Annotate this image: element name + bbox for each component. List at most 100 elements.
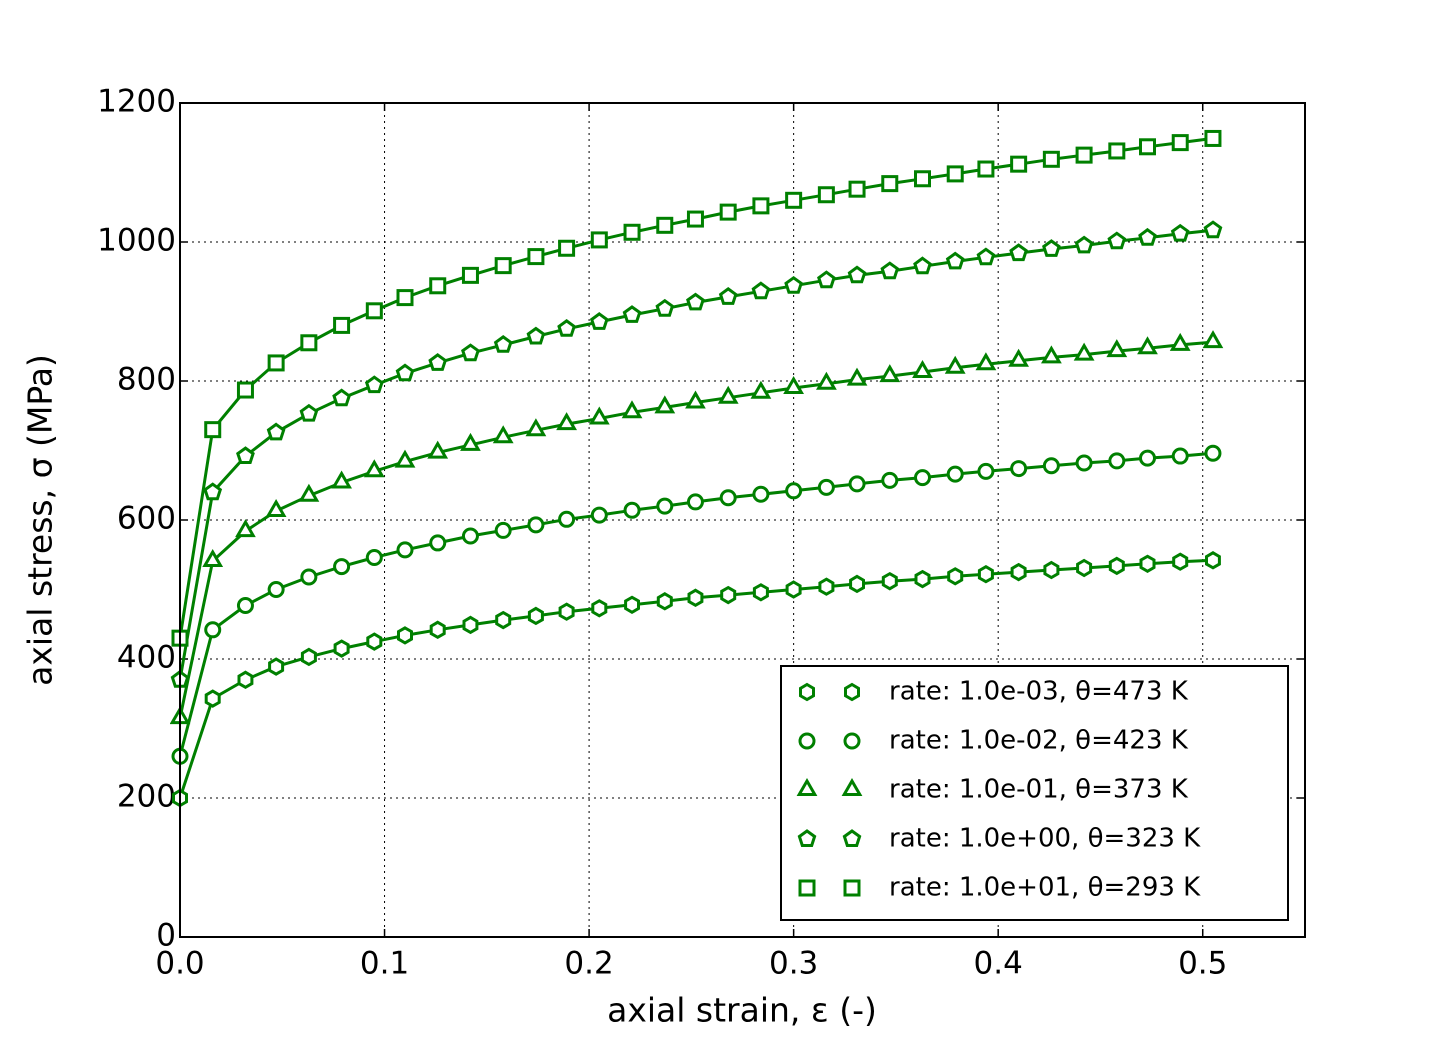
marker: [558, 239, 576, 257]
marker: [429, 277, 447, 295]
plot-frame: [179, 102, 1306, 938]
marker: [1204, 444, 1222, 462]
marker: [1171, 447, 1189, 465]
marker: [1106, 339, 1128, 358]
legend: rate: 1.0e-03, θ=473 K rate: 1.0e-02, θ=4…: [780, 665, 1289, 921]
marker: [332, 388, 351, 407]
marker: [1138, 227, 1157, 246]
marker: [395, 363, 415, 382]
marker: [848, 180, 866, 198]
marker: [429, 620, 446, 640]
marker: [429, 534, 447, 552]
marker: [1076, 558, 1093, 578]
marker: [1205, 551, 1221, 570]
marker: [333, 558, 351, 576]
marker: [785, 580, 802, 599]
marker: [527, 248, 545, 266]
marker: [495, 610, 512, 630]
marker: [686, 210, 704, 228]
marker: [461, 343, 480, 362]
marker: [588, 406, 610, 425]
marker: [655, 298, 675, 317]
marker: [333, 316, 351, 334]
marker: [396, 541, 414, 559]
marker: [623, 223, 641, 241]
marker: [946, 465, 964, 483]
y-tick-label: 1200: [97, 84, 176, 120]
marker: [750, 380, 772, 399]
marker: [624, 595, 640, 615]
marker: [1108, 142, 1126, 160]
marker: [752, 583, 769, 602]
marker: [527, 516, 545, 534]
marker: [975, 352, 997, 371]
marker: [427, 440, 449, 459]
marker: [717, 385, 739, 404]
marker: [719, 203, 737, 221]
marker: [977, 564, 994, 584]
marker: [656, 216, 674, 234]
legend-label: rate: 1.0e+01, θ=293 K: [889, 873, 1201, 903]
marker: [798, 732, 816, 750]
marker: [204, 421, 222, 439]
marker: [1202, 330, 1224, 349]
x-tick-label: 0.1: [360, 946, 409, 982]
plot-layer: [170, 129, 1224, 808]
marker: [300, 647, 317, 667]
marker: [1075, 454, 1093, 472]
x-tick-label: 0.2: [564, 946, 613, 982]
marker: [816, 371, 837, 390]
marker: [1171, 134, 1189, 152]
marker: [977, 462, 995, 480]
marker: [685, 390, 706, 409]
marker: [267, 354, 285, 372]
marker: [1172, 552, 1189, 571]
marker: [589, 312, 609, 330]
x-tick-label: 0.0: [155, 946, 204, 982]
marker: [945, 251, 965, 270]
marker: [493, 335, 513, 353]
marker: [300, 334, 318, 352]
marker: [842, 829, 862, 847]
marker: [798, 879, 816, 897]
marker: [976, 247, 996, 266]
marker: [394, 449, 416, 468]
marker: [621, 400, 643, 419]
marker: [265, 499, 287, 517]
marker: [461, 266, 479, 284]
marker: [1108, 556, 1125, 576]
y-tick-label: 1000: [97, 223, 176, 259]
marker: [1107, 231, 1127, 250]
marker: [492, 425, 514, 444]
marker: [558, 510, 576, 528]
marker: [844, 682, 860, 702]
marker: [268, 657, 285, 676]
marker: [1139, 449, 1156, 467]
marker: [333, 639, 350, 658]
y-axis-label: axial stress, σ (MPa): [21, 354, 60, 686]
marker: [946, 165, 964, 183]
marker: [881, 175, 899, 193]
marker: [558, 602, 575, 621]
marker: [913, 256, 932, 275]
marker: [799, 682, 815, 702]
marker: [912, 360, 933, 378]
marker: [796, 778, 818, 796]
marker: [1010, 562, 1027, 582]
marker: [202, 549, 224, 567]
y-tick-label: 200: [117, 779, 176, 815]
marker: [461, 527, 479, 545]
marker: [849, 574, 865, 594]
marker: [843, 879, 861, 897]
marker: [1169, 332, 1191, 351]
marker: [914, 569, 931, 589]
marker: [881, 571, 898, 591]
marker: [880, 261, 900, 280]
marker: [977, 160, 995, 178]
marker: [686, 493, 704, 511]
marker: [654, 395, 676, 414]
marker: [622, 305, 642, 323]
marker: [396, 289, 414, 307]
marker: [1204, 129, 1222, 147]
marker: [299, 403, 319, 422]
